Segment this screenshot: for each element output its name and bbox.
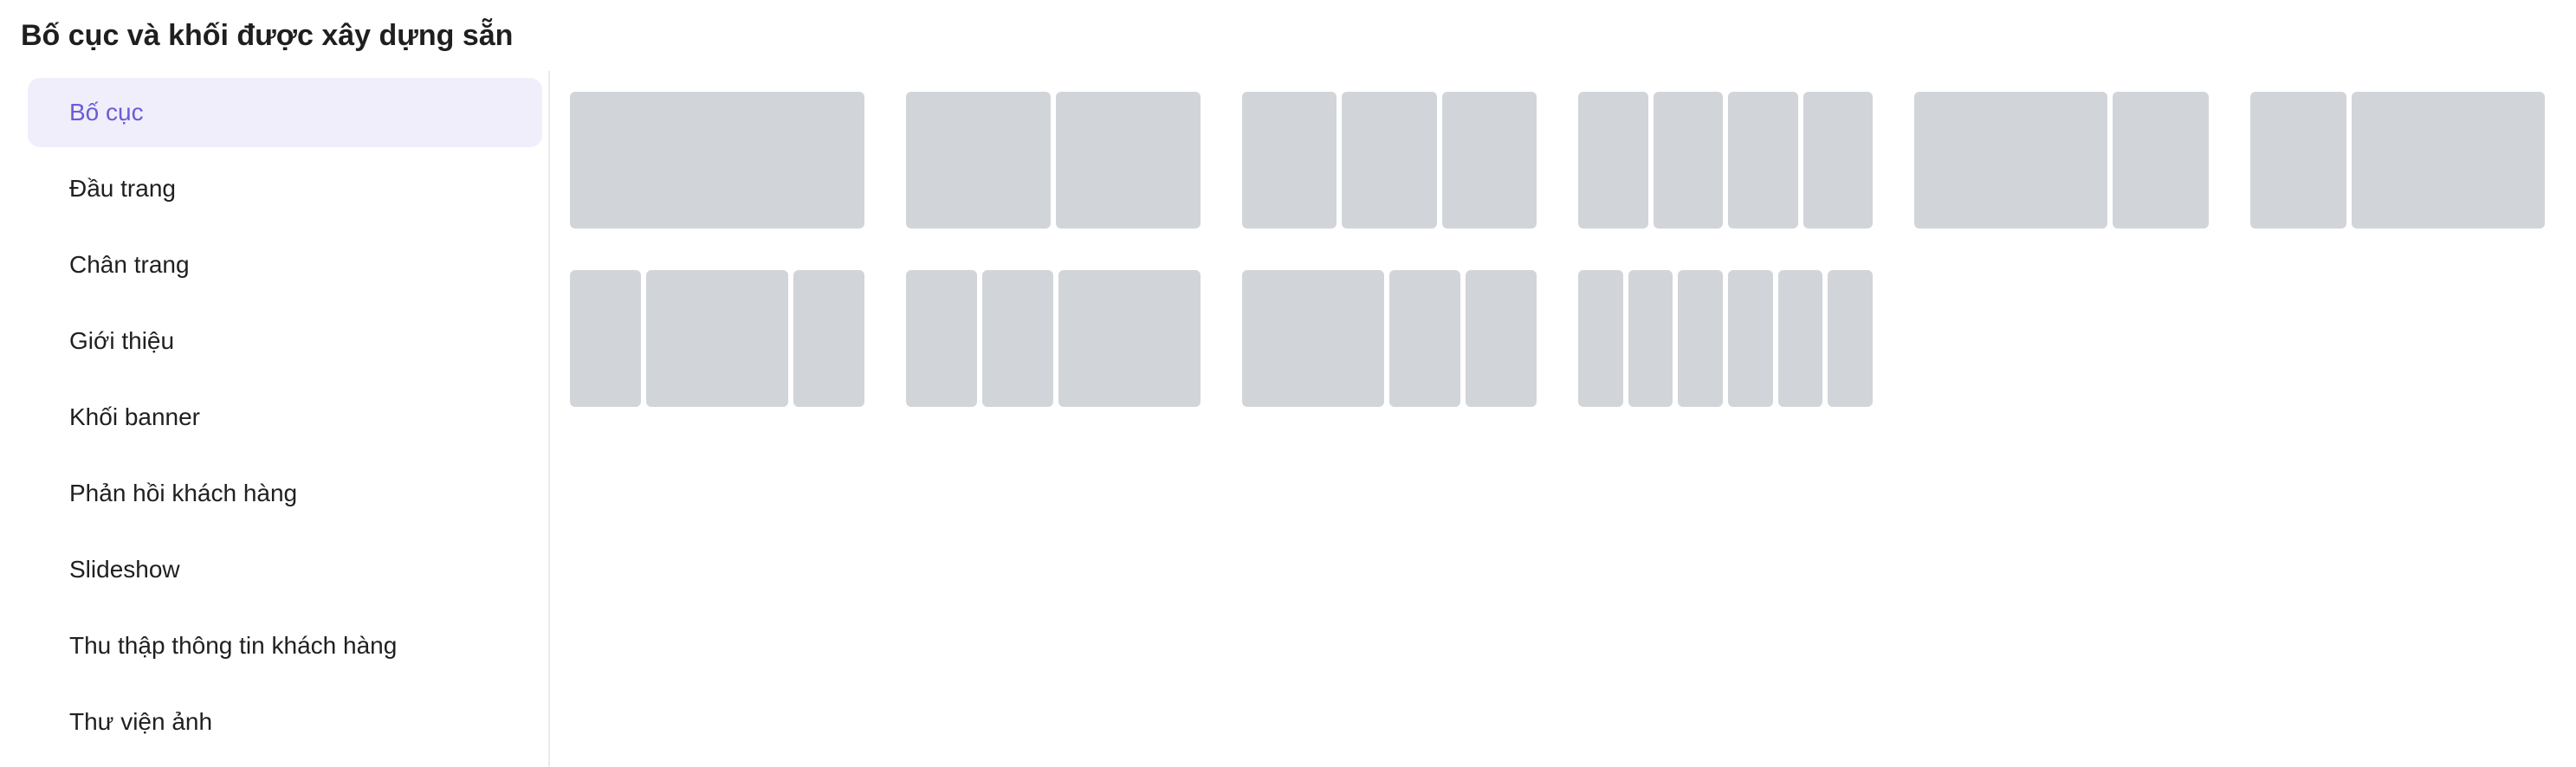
sidebar-item-about[interactable]: Giới thiệu: [28, 306, 542, 376]
sidebar-item-label: Khối banner: [69, 403, 201, 430]
sidebar-item-lead-capture[interactable]: Thu thập thông tin khách hàng: [28, 611, 542, 680]
layout-column-placeholder: [2250, 92, 2347, 229]
layout-option[interactable]: [906, 92, 1201, 229]
layout-option[interactable]: [1242, 92, 1537, 229]
layout-option[interactable]: [1242, 270, 1537, 407]
layout-option[interactable]: [2250, 92, 2545, 229]
layout-column-placeholder: [1466, 270, 1537, 407]
layout-column-placeholder: [1242, 270, 1384, 407]
sidebar-item-testimonials[interactable]: Phản hồi khách hàng: [28, 459, 542, 528]
layout-column-placeholder: [1441, 92, 1537, 229]
sidebar-item-label: Slideshow: [69, 556, 180, 583]
layout-column-placeholder: [1578, 92, 1648, 229]
layout-column-placeholder: [1056, 92, 1201, 229]
layout-option[interactable]: [906, 270, 1201, 407]
layout-column-placeholder: [982, 270, 1053, 407]
layout-column-placeholder: [1728, 92, 1798, 229]
layout-column-placeholder: [570, 270, 641, 407]
layout-option[interactable]: [570, 92, 864, 229]
layout-column-placeholder: [1678, 270, 1724, 407]
layout-options-grid: [570, 92, 2545, 407]
layout-option[interactable]: [1578, 92, 1873, 229]
layout-column-placeholder: [1342, 92, 1437, 229]
sidebar-item-header[interactable]: Đầu trang: [28, 154, 542, 223]
layout-column-placeholder: [1728, 270, 1773, 407]
layout-column-placeholder: [646, 270, 788, 407]
sidebar-item-label: Thu thập thông tin khách hàng: [69, 632, 398, 659]
sidebar-item-gallery[interactable]: Thư viện ảnh: [28, 687, 542, 757]
layout-option[interactable]: [1914, 92, 2209, 229]
layout-option[interactable]: [1578, 270, 1874, 407]
layout-column-placeholder: [1578, 270, 1623, 407]
sidebar-item-label: Bố cục: [69, 99, 144, 126]
sidebar-item-footer[interactable]: Chân trang: [28, 230, 542, 300]
layout-option[interactable]: [570, 270, 864, 407]
sidebar-item-slideshow[interactable]: Slideshow: [28, 535, 542, 604]
layout-column-placeholder: [1058, 270, 1201, 407]
layout-column-placeholder: [906, 270, 977, 407]
sidebar-item-banner[interactable]: Khối banner: [28, 383, 542, 452]
layout-column-placeholder: [2352, 92, 2545, 229]
layout-column-placeholder: [1777, 270, 1823, 407]
layout-column-placeholder: [906, 92, 1051, 229]
layout-column-placeholder: [1628, 270, 1673, 407]
layout-column-placeholder: [1803, 92, 1873, 229]
page-title: Bố cục và khối được xây dựng sẵn: [21, 19, 514, 52]
layout-column-placeholder: [1914, 92, 2107, 229]
layout-column-placeholder: [1242, 92, 1337, 229]
layout-column-placeholder: [1653, 92, 1723, 229]
layout-column-placeholder: [1828, 270, 1874, 407]
sidebar-item-layout[interactable]: Bố cục: [28, 78, 542, 147]
layout-column-placeholder: [1389, 270, 1460, 407]
sidebar-item-label: Chân trang: [69, 251, 190, 278]
sidebar-item-label: Giới thiệu: [69, 327, 175, 354]
sidebar-item-label: Thư viện ảnh: [69, 708, 213, 735]
category-sidebar: Bố cục Đầu trang Chân trang Giới thiệu K…: [28, 78, 542, 764]
layout-column-placeholder: [793, 270, 864, 407]
sidebar-item-label: Đầu trang: [69, 175, 176, 202]
sidebar-item-label: Phản hồi khách hàng: [69, 480, 298, 506]
layout-column-placeholder: [570, 92, 864, 229]
layout-column-placeholder: [2112, 92, 2209, 229]
sidebar-divider: [548, 71, 550, 767]
